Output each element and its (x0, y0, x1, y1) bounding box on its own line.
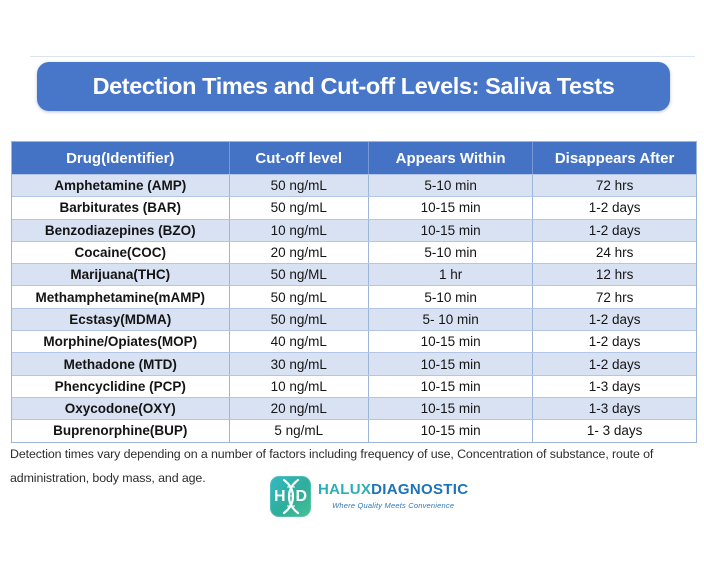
table-cell-cutoff: 5 ng/mL (230, 420, 370, 442)
table-cell-cutoff: 50 ng/ML (230, 264, 370, 286)
table-cell-appears: 5- 10 min (369, 308, 534, 331)
table-cell-cutoff: 50 ng/mL (230, 286, 370, 308)
table-cell-appears: 5-10 min (369, 241, 534, 264)
table-row: Phencyclidine (PCP) 10 ng/mL 10-15 min 1-3 … (12, 374, 696, 397)
table-cell-drug: Amphetamine (AMP) (12, 175, 230, 197)
table-cell-cutoff: 10 ng/mL (230, 375, 370, 397)
table-cell-disappears: 24 hrs (595, 245, 634, 261)
table-header-row: Drug(Identifier) Cut-off level Appears W… (12, 142, 696, 174)
table-cell-appears: 10-15 min (369, 197, 534, 219)
table-cell-disappears: 1-2 days (588, 311, 641, 327)
table-cell-appears: 5-10 min (369, 175, 534, 197)
table-row: Methamphetamine(mAMP) 50 ng/mL 5-10 min 72 … (12, 285, 696, 308)
table-cell-appears: 10-15 min (369, 219, 534, 241)
table-cell-drug: Oxycodone(OXY) (12, 397, 230, 420)
table-row: Amphetamine (AMP) 50 ng/mL 5-10 min 72 hrs (12, 174, 696, 197)
table-cell-disappears: 12 hrs (595, 267, 634, 283)
table-cell-drug: Cocaine(COC) (12, 241, 230, 264)
table-cell-appears: 10-15 min (369, 353, 534, 375)
table-cell-disappears: 1-2 days (588, 334, 641, 350)
title-banner: Detection Times and Cut-off Levels: Sali… (37, 62, 670, 111)
detection-table: Drug(Identifier) Cut-off level Appears W… (11, 141, 697, 443)
table-cell-drug: Buprenorphine(BUP) (12, 420, 230, 442)
table-cell-drug: Benzodiazepines (BZO) (12, 219, 230, 241)
table-row: Buprenorphine(BUP) 5 ng/mL 10-15 min 1- 3 d… (12, 419, 696, 442)
footnote-line-2: administration, body mass, and age. (10, 471, 206, 485)
table-cell-drug: Barbiturates (BAR) (12, 197, 230, 219)
table-cell-cutoff: 20 ng/mL (230, 397, 370, 420)
halux-logo: H D HALUXDIAGNOSTIC Where Quality Meets … (270, 476, 468, 517)
page-title: Detection Times and Cut-off Levels: Sali… (92, 73, 615, 99)
table-cell-appears: 10-15 min (369, 375, 534, 397)
table-cell-disappears: 1-3 days (588, 401, 641, 417)
table-cell-cutoff: 50 ng/mL (230, 197, 370, 219)
table-cell-disappears: 1-3 days (588, 378, 641, 394)
halux-logo-icon: H D (270, 476, 311, 517)
divider-line (30, 56, 695, 57)
column-header-drug: Drug(Identifier) (12, 142, 230, 174)
table-cell-cutoff: 40 ng/mL (230, 331, 370, 353)
table-cell-disappears: 1-2 days (588, 222, 641, 238)
table-cell-cutoff: 50 ng/mL (230, 175, 370, 197)
table-row: Oxycodone(OXY) 20 ng/mL 10-15 min 1-3 days (12, 396, 696, 420)
table-row: Barbiturates (BAR) 50 ng/mL 10-15 min 1-2 d… (12, 196, 696, 219)
table-cell-appears: 1 hr (369, 264, 534, 286)
table-row: Marijuana(THC) 50 ng/ML 1 hr 12 hrs (12, 263, 696, 286)
table-cell-drug: Phencyclidine (PCP) (12, 375, 230, 397)
table-cell-cutoff: 50 ng/mL (230, 308, 370, 331)
table-cell-cutoff: 10 ng/mL (230, 219, 370, 241)
table-row: Benzodiazepines (BZO) 10 ng/mL 10-15 min 1-… (12, 218, 696, 241)
table-cell-appears: 5-10 min (369, 286, 534, 308)
table-row: Ecstasy(MDMA) 50 ng/mL 5- 10 min 1-2 days (12, 307, 696, 331)
table-cell-drug: Morphine/Opiates(MOP) (12, 331, 230, 353)
column-header-cutoff: Cut-off level (230, 142, 370, 174)
table-cell-drug: Marijuana(THC) (12, 264, 230, 286)
table-cell-drug: Methadone (MTD) (12, 353, 230, 375)
table-cell-appears: 10-15 min (369, 331, 534, 353)
footnote-line-1: Detection times vary depending on a numb… (10, 447, 654, 461)
logo-letter-d: D (295, 487, 307, 505)
brand-name-halux: HALUX (318, 481, 372, 498)
table-cell-disappears: 72 hrs (595, 289, 634, 305)
column-header-disappears: Disappears After (554, 149, 675, 167)
brand-wordmark: HALUXDIAGNOSTIC (318, 482, 468, 497)
table-cell-cutoff: 20 ng/mL (230, 241, 370, 264)
table-body: Amphetamine (AMP) 50 ng/mL 5-10 min 72 hrs B… (12, 174, 696, 442)
table-cell-appears: 10-15 min (369, 397, 534, 420)
table-cell-disappears: 72 hrs (595, 178, 634, 194)
table-cell-drug: Ecstasy(MDMA) (12, 308, 230, 331)
table-row: Cocaine(COC) 20 ng/mL 5-10 min 24 hrs (12, 240, 696, 264)
table-cell-disappears: 1-2 days (588, 200, 641, 216)
column-header-appears: Appears Within (369, 142, 534, 174)
logo-text-block: HALUXDIAGNOSTIC Where Quality Meets Conv… (318, 476, 468, 517)
table-row: Methadone (MTD) 30 ng/mL 10-15 min 1-2 days (12, 352, 696, 375)
logo-letter-h: H (274, 487, 286, 505)
brand-name-diagnostic: DIAGNOSTIC (371, 481, 469, 498)
brand-tagline: Where Quality Meets Convenience (332, 501, 455, 510)
table-row: Morphine/Opiates(MOP) 40 ng/mL 10-15 min 1-… (12, 330, 696, 353)
table-cell-appears: 10-15 min (369, 420, 534, 442)
dna-helix-icon (282, 478, 299, 515)
table-cell-disappears: 1- 3 days (586, 423, 643, 439)
table-cell-disappears: 1-2 days (588, 356, 641, 372)
table-cell-drug: Methamphetamine(mAMP) (12, 286, 230, 308)
table-cell-cutoff: 30 ng/mL (230, 353, 370, 375)
